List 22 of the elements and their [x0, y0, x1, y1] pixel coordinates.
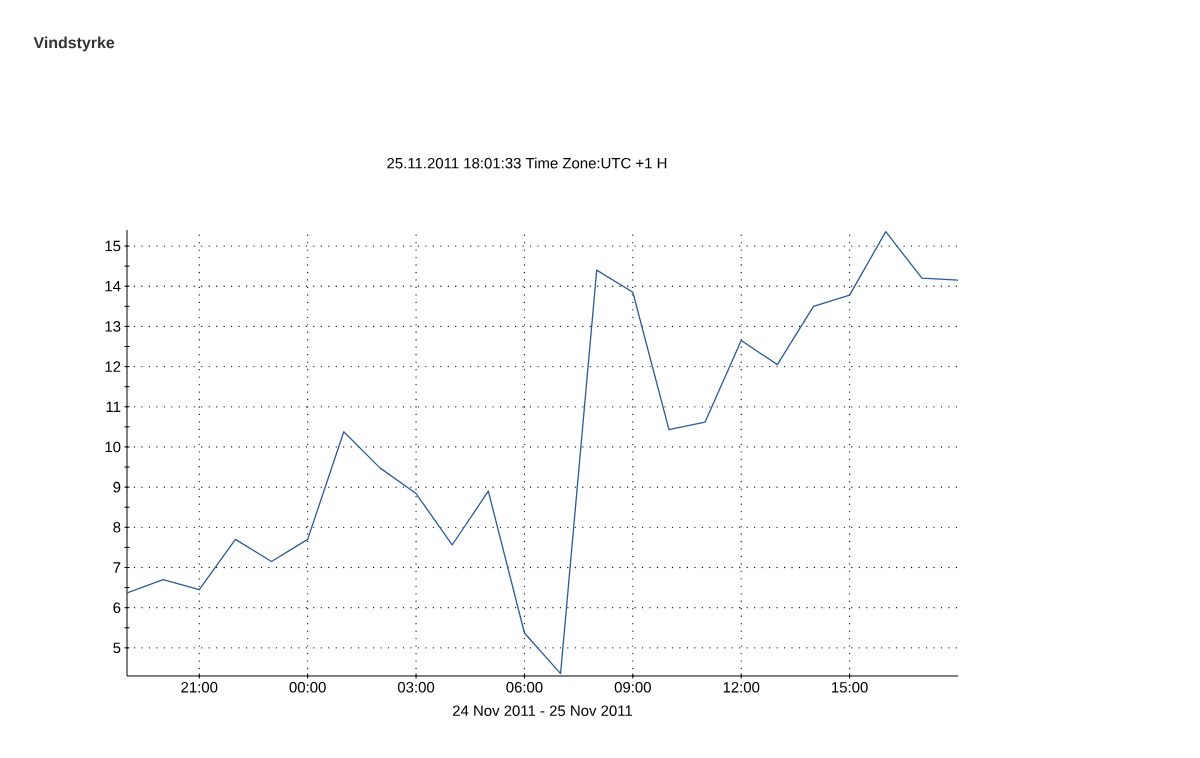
- x-tick-label: 09:00: [614, 682, 651, 693]
- x-tick-label: 21:00: [181, 682, 218, 693]
- x-tick-label: 12:00: [723, 682, 760, 693]
- chart-title: Vindstyrke: [33, 36, 115, 52]
- y-tick-label: 11: [106, 401, 121, 412]
- y-tick-label: 10: [105, 441, 121, 453]
- y-tick-label: 7: [113, 562, 121, 573]
- y-tick-label: 14: [105, 281, 121, 292]
- x-tick-label: 00:00: [289, 682, 326, 693]
- y-tick-label: 13: [105, 321, 121, 332]
- y-tick-label: 6: [113, 602, 121, 613]
- y-tick-label: 15: [105, 240, 121, 252]
- chart-subtitle: 25.11.2011 18:01:33 Time Zone:UTC +1 H: [387, 157, 667, 169]
- y-tick-label: 5: [113, 642, 121, 654]
- line-series: [127, 230, 959, 675]
- y-tick-label: 9: [113, 481, 121, 493]
- x-tick-label: 15:00: [832, 682, 868, 693]
- y-tick-label: 8: [113, 522, 121, 533]
- x-axis-title: 24 Nov 2011 - 25 Nov 2011: [452, 705, 633, 716]
- x-tick-label: 06:00: [506, 682, 543, 693]
- y-tick-label: 12: [105, 361, 121, 372]
- x-tick-label: 03:00: [397, 682, 435, 693]
